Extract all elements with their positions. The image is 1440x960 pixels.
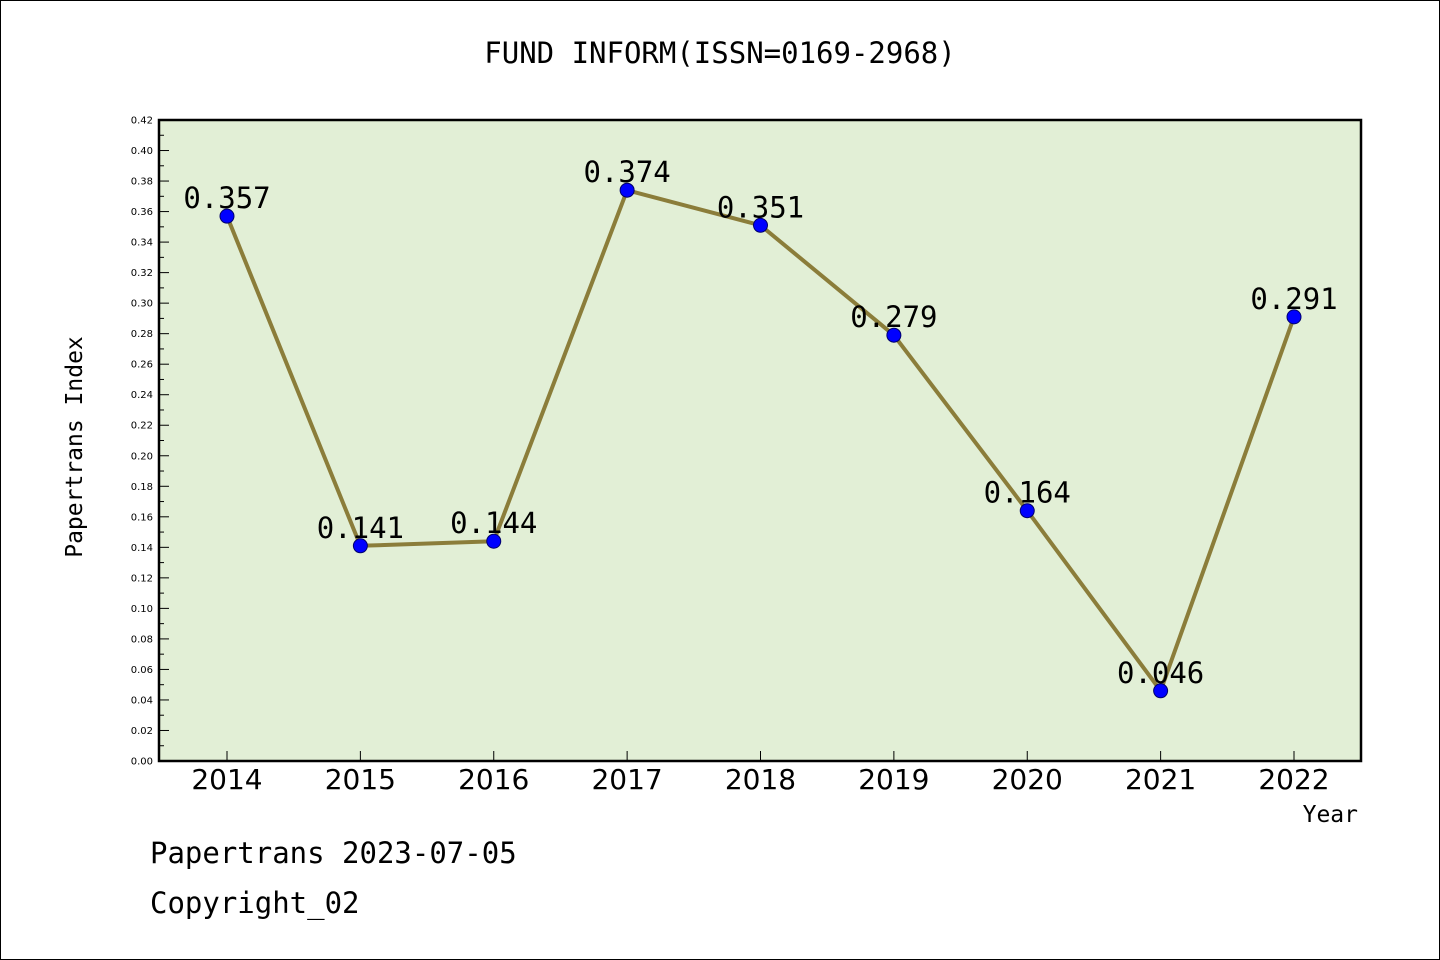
data-label-2017: 0.374: [583, 155, 670, 189]
y-tick-label: 0.32: [131, 268, 153, 279]
y-tick-label: 0.22: [131, 421, 153, 432]
data-label-2022: 0.291: [1250, 282, 1337, 316]
x-tick-label-2014: 2014: [191, 763, 262, 796]
x-tick-label-2017: 2017: [591, 763, 662, 796]
footer-date-line: Papertrans 2023-07-05: [150, 836, 517, 870]
data-point-2019: [886, 327, 902, 343]
x-tick-label-2021: 2021: [1125, 763, 1196, 796]
y-tick-label: 0.10: [131, 604, 153, 615]
data-point-2022: [1286, 309, 1302, 325]
y-tick-label: 0.24: [131, 390, 153, 401]
y-tick-label: 0.16: [131, 512, 153, 523]
y-tick-label: 0.00: [131, 757, 153, 768]
data-label-2014: 0.357: [183, 181, 270, 215]
data-label-2016: 0.144: [450, 506, 537, 540]
footer-copyright-line: Copyright_02: [150, 886, 360, 920]
y-tick-label: 0.38: [131, 177, 153, 188]
y-tick-label: 0.42: [131, 116, 153, 127]
data-point-2016: [486, 533, 502, 549]
x-tick-label-2022: 2022: [1258, 763, 1329, 796]
y-tick-label: 0.34: [131, 238, 153, 249]
data-point-2015: [352, 538, 368, 554]
y-tick-label: 0.18: [131, 482, 153, 493]
data-label-2020: 0.164: [984, 476, 1071, 510]
data-point-2021: [1153, 683, 1169, 699]
y-tick-label: 0.12: [131, 573, 153, 584]
y-tick-label: 0.26: [131, 360, 153, 371]
data-label-2015: 0.141: [317, 511, 404, 545]
data-point-2014: [219, 208, 235, 224]
data-point-2018: [753, 217, 768, 233]
y-tick-label: 0.40: [131, 146, 153, 157]
y-tick-label: 0.08: [131, 634, 153, 645]
y-tick-label: 0.20: [131, 451, 153, 462]
y-tick-label: 0.06: [131, 665, 153, 676]
y-tick-label: 0.02: [131, 726, 153, 737]
data-label-2021: 0.046: [1117, 656, 1204, 690]
data-point-2020: [1019, 503, 1035, 519]
y-tick-label: 0.14: [131, 543, 153, 554]
chart-title: FUND INFORM(ISSN=0169-2968): [484, 36, 956, 70]
data-point-2017: [619, 182, 635, 198]
x-tick-label-2018: 2018: [725, 763, 796, 796]
x-tick-label-2016: 2016: [458, 763, 529, 796]
plot-border: [157, 118, 1363, 763]
y-tick-label: 0.36: [131, 207, 153, 218]
x-tick-label-2020: 2020: [992, 763, 1063, 796]
y-tick-label: 0.28: [131, 329, 153, 340]
data-label-2018: 0.351: [717, 190, 804, 224]
data-label-2019: 0.279: [850, 300, 937, 334]
y-tick-label: 0.04: [131, 695, 153, 706]
y-axis-label: Papertrans Index: [62, 336, 88, 558]
x-axis-label: Year: [1302, 802, 1358, 828]
x-tick-label-2015: 2015: [325, 763, 396, 796]
y-tick-label: 0.30: [131, 299, 153, 310]
x-tick-label-2019: 2019: [858, 763, 929, 796]
